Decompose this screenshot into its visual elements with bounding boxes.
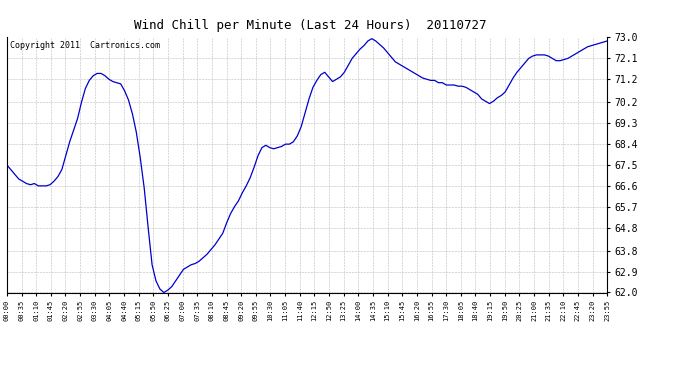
Text: Wind Chill per Minute (Last 24 Hours)  20110727: Wind Chill per Minute (Last 24 Hours) 20… — [135, 19, 486, 32]
Text: Copyright 2011  Cartronics.com: Copyright 2011 Cartronics.com — [10, 41, 160, 50]
